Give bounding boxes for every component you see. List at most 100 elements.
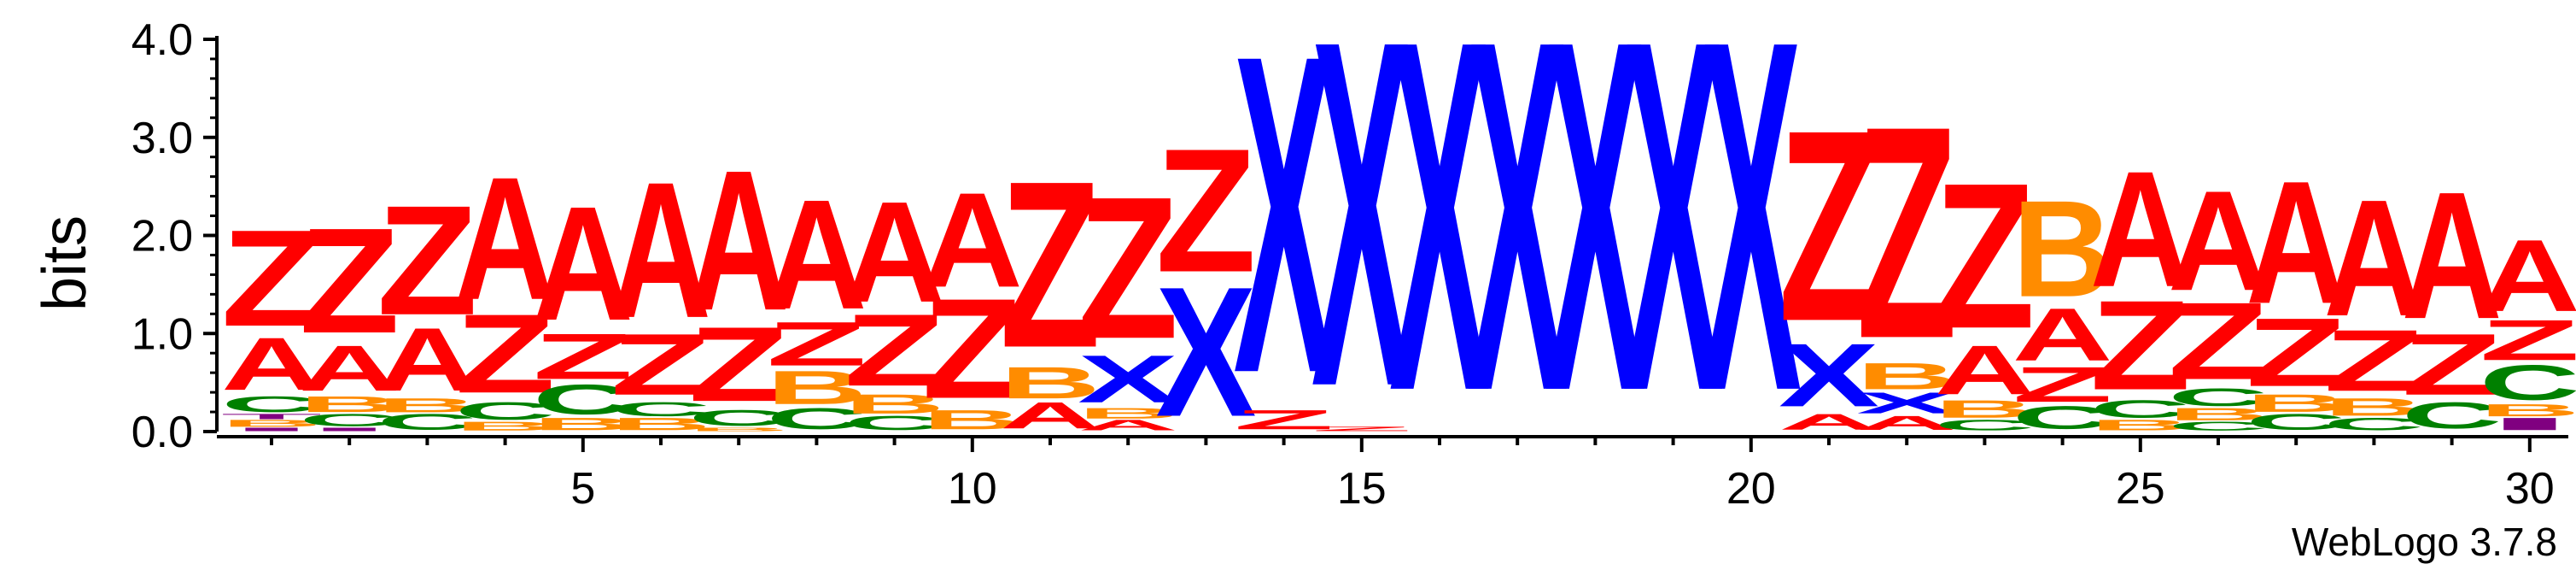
logo-letter: B [2090, 417, 2191, 434]
logo-letter: B [1934, 395, 2035, 423]
logo-letter: B [299, 391, 400, 416]
logo-letter: C [377, 409, 477, 434]
logo-column: ABZ [1000, 131, 1101, 436]
logo-letter: I [299, 426, 400, 432]
logo-letter: Z [2168, 279, 2269, 403]
logo-letter: C [2168, 384, 2269, 412]
logo-letter: A [2246, 145, 2346, 341]
logo-letter: C [533, 376, 634, 424]
y-tick-label: 3.0 [131, 114, 193, 163]
logo-letter: I [221, 426, 322, 432]
logo-letter: Z [2323, 311, 2424, 409]
logo-letter: Z [766, 309, 867, 379]
logo-letter: A [2090, 137, 2191, 321]
logo-letter: Z [2090, 274, 2191, 417]
logo-letter: Z [688, 305, 789, 424]
logo-letter: A [1779, 409, 1879, 434]
logo-letter: Z [1155, 113, 1256, 309]
logo-letter: Z [2480, 308, 2576, 372]
logo-letter: C [2090, 395, 2191, 423]
logo-letter: X [1467, 0, 1568, 495]
logo-letter: X [1779, 325, 1879, 426]
logo-column: X [1389, 0, 1491, 495]
y-tick-label: 4.0 [131, 15, 193, 65]
logo-column: ZX [1311, 0, 1413, 490]
logo-letter: Z [377, 173, 477, 347]
logo-letter: B [2480, 401, 2576, 420]
logo-letter: B [1856, 356, 1957, 397]
logo-letter: A [1856, 412, 1957, 434]
logo-letter: A [2012, 292, 2113, 376]
logo-letter: B [221, 418, 322, 429]
logo-column: BZA [922, 165, 1023, 435]
logo-letter: A [299, 332, 400, 405]
logo-letter: Z [533, 320, 634, 393]
logo-letter: Z [221, 201, 322, 355]
logo-column: X [1467, 0, 1568, 495]
logo-letter: B [1000, 357, 1101, 408]
logo-letter: C [610, 398, 711, 420]
y-tick-label: 2.0 [131, 212, 193, 261]
logo-letter: Z [1078, 154, 1178, 380]
logo-letter: A [2168, 162, 2269, 320]
logo-letter: C [2012, 400, 2113, 436]
logo-letter: B [2323, 393, 2424, 421]
x-tick-label: 20 [1726, 464, 1776, 514]
logo-letter: Z [610, 315, 711, 414]
logo-letter: A [610, 141, 711, 358]
logo-letter: C [2246, 409, 2346, 434]
logo-letter: A [1934, 332, 2035, 409]
logo-letter: B [610, 414, 711, 434]
logo-letter: X [1389, 0, 1491, 495]
logo-letter: A [533, 172, 634, 355]
logo-letter: X [1623, 0, 1725, 495]
logo-letter: B [2168, 404, 2269, 424]
logo-letter: C [2402, 395, 2503, 437]
x-tick-label: 10 [948, 464, 997, 514]
logo-letter: A [1078, 417, 1178, 434]
logo-letter: X [1155, 248, 1256, 455]
logo-column: XZ [1155, 113, 1256, 455]
logo-letter: Z [1934, 139, 2035, 372]
logo-letter: Z [844, 293, 945, 408]
logo-letter: A [688, 128, 789, 352]
logo-letter: A [2480, 219, 2576, 333]
logo-letter: B [2246, 389, 2346, 417]
logo-letter: B [1078, 405, 1178, 422]
logo-letter: X [1856, 386, 1957, 420]
weblogo-credit: WebLogo 3.7.8 [2292, 520, 2557, 564]
logo-letter: Z [1234, 404, 1335, 435]
logo-letter: Z [2402, 315, 2503, 414]
logo-column: X [1623, 0, 1725, 495]
logo-letter: A [221, 321, 322, 405]
logo-letter: C [844, 412, 945, 434]
logo-column: X [1545, 0, 1646, 495]
logo-letter: B [844, 389, 945, 420]
x-tick-label: 15 [1337, 464, 1387, 514]
logo-letter: Z [1779, 73, 1879, 378]
y-axis: 0.0 1.0 2.0 3.0 4.0 [131, 15, 219, 457]
logo-stacks: IBTCAZICBAZCBAZBCZABCZABCZABCZACBZACBZAB… [221, 0, 2576, 495]
logo-column: CZA [2402, 156, 2503, 437]
logo-letter: A [377, 310, 477, 410]
logo-letter: C [299, 410, 400, 430]
logo-letter: X [1234, 0, 1335, 467]
x-tick-label: 25 [2116, 464, 2165, 514]
logo-letter: C [221, 391, 322, 416]
logo-letter: C [1934, 417, 2035, 434]
logo-letter: A [922, 165, 1023, 316]
x-tick-label: 30 [2505, 464, 2555, 514]
